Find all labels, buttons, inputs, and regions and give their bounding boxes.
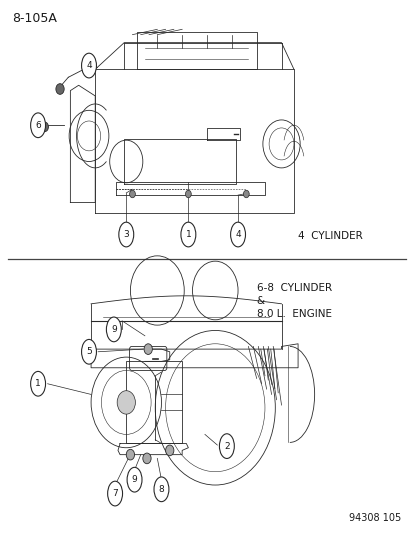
- Ellipse shape: [180, 222, 195, 247]
- Text: 2: 2: [223, 442, 229, 450]
- Text: 94308 105: 94308 105: [349, 513, 401, 523]
- Ellipse shape: [127, 467, 142, 492]
- Circle shape: [129, 190, 135, 198]
- Circle shape: [165, 445, 173, 456]
- Text: 6-8  CYLINDER: 6-8 CYLINDER: [256, 283, 331, 293]
- Text: 3: 3: [123, 230, 129, 239]
- Ellipse shape: [219, 434, 234, 458]
- Text: 5: 5: [86, 348, 92, 356]
- Circle shape: [41, 122, 48, 132]
- Text: &: &: [256, 296, 264, 306]
- Circle shape: [56, 84, 64, 94]
- Circle shape: [117, 391, 135, 414]
- Circle shape: [126, 449, 134, 460]
- Text: 9: 9: [111, 325, 116, 334]
- Text: 1: 1: [35, 379, 41, 388]
- Text: 6: 6: [35, 121, 41, 130]
- Circle shape: [142, 453, 151, 464]
- Ellipse shape: [119, 222, 133, 247]
- Ellipse shape: [230, 222, 245, 247]
- Ellipse shape: [154, 477, 169, 502]
- Text: 8.0 L.  ENGINE: 8.0 L. ENGINE: [256, 310, 331, 319]
- Ellipse shape: [107, 481, 122, 506]
- Text: 4: 4: [235, 230, 240, 239]
- Ellipse shape: [31, 372, 45, 396]
- Text: 7: 7: [112, 489, 118, 498]
- Circle shape: [243, 190, 249, 198]
- Text: 9: 9: [131, 475, 137, 484]
- Ellipse shape: [106, 317, 121, 342]
- Ellipse shape: [81, 53, 96, 78]
- Circle shape: [185, 190, 191, 198]
- Ellipse shape: [31, 113, 45, 138]
- Text: 1: 1: [185, 230, 191, 239]
- Text: 4: 4: [86, 61, 92, 70]
- Text: 4  CYLINDER: 4 CYLINDER: [297, 231, 362, 240]
- Ellipse shape: [81, 340, 96, 364]
- Text: 8: 8: [158, 485, 164, 494]
- Text: 8-105A: 8-105A: [12, 12, 57, 25]
- Circle shape: [144, 344, 152, 354]
